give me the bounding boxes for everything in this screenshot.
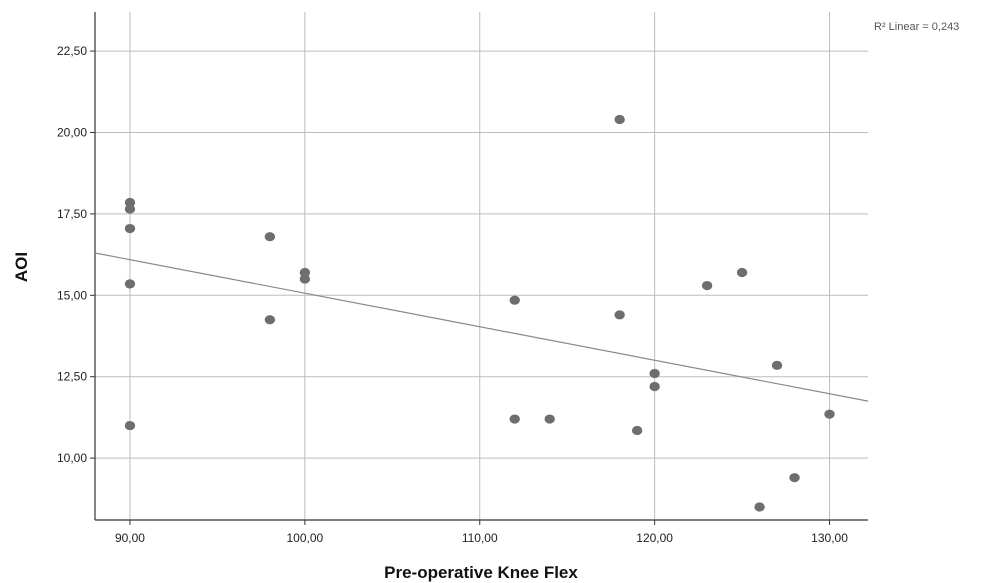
data-point	[649, 381, 660, 392]
data-point	[736, 267, 748, 278]
regression-line-group	[94, 252, 869, 402]
data-point	[614, 310, 625, 320]
data-point	[649, 368, 660, 379]
data-point	[509, 414, 520, 424]
grid-lines	[95, 12, 868, 520]
data-point	[754, 502, 765, 512]
data-point	[614, 114, 625, 125]
x-tick-label: 90,00	[115, 531, 145, 545]
fit-line-label: R² Linear = 0,243	[874, 21, 959, 33]
data-point	[789, 473, 800, 483]
y-tick-label: 22,50	[57, 44, 87, 58]
data-point	[124, 279, 136, 289]
data-point	[124, 420, 136, 431]
data-point	[631, 425, 643, 436]
regression-line	[94, 252, 869, 402]
y-axis-title: AOI	[12, 252, 31, 282]
data-point	[124, 197, 136, 208]
data-point	[544, 414, 555, 424]
data-point	[509, 295, 520, 305]
tick-labels: 90,00 100,00 110,00 120,00 130,00 10,00 12,50 1…	[57, 44, 848, 545]
x-axis-title: Pre-operative Knee Flex	[384, 563, 578, 582]
data-point	[701, 280, 713, 291]
x-tick-label: 100,00	[287, 531, 324, 545]
data-point	[299, 267, 311, 278]
data-point	[299, 274, 311, 284]
data-point	[264, 232, 276, 242]
y-tick-label: 20,00	[57, 125, 87, 139]
y-tick-label: 12,50	[57, 370, 87, 384]
y-tick-label: 17,50	[57, 207, 87, 221]
axes	[90, 12, 868, 525]
data-point	[771, 360, 783, 370]
data-points	[124, 114, 835, 512]
data-point	[124, 223, 136, 234]
data-point	[124, 204, 136, 214]
x-tick-label: 130,00	[811, 531, 848, 545]
y-tick-label: 10,00	[57, 451, 87, 465]
x-tick-label: 110,00	[462, 531, 498, 545]
data-point	[824, 409, 835, 419]
x-tick-label: 120,00	[636, 531, 673, 545]
data-point	[264, 315, 276, 325]
y-tick-label: 15,00	[57, 288, 87, 302]
